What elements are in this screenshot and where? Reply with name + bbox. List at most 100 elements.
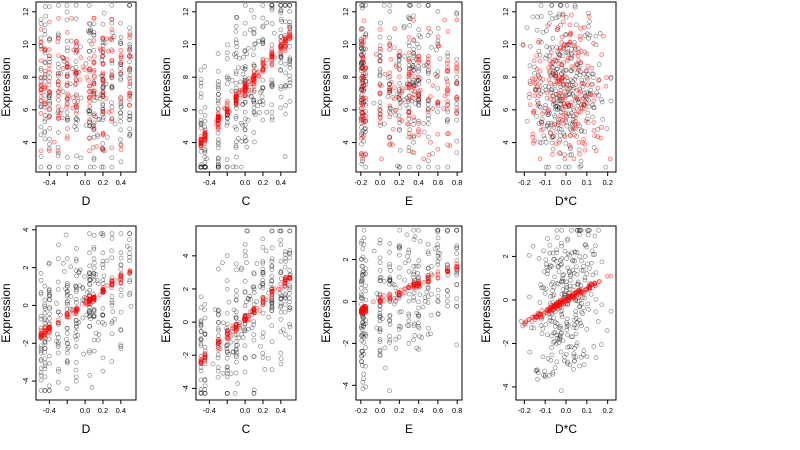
data-point bbox=[416, 258, 422, 263]
data-point bbox=[55, 279, 61, 285]
data-point bbox=[198, 117, 204, 123]
data-point bbox=[42, 85, 48, 91]
data-point bbox=[377, 34, 383, 40]
data-point bbox=[47, 102, 53, 108]
data-point bbox=[118, 104, 124, 110]
data-point bbox=[100, 130, 106, 136]
x-tick-label: -0.4 bbox=[203, 406, 216, 415]
data-point bbox=[282, 61, 288, 67]
data-point bbox=[406, 109, 412, 115]
fitted-points bbox=[358, 17, 460, 162]
data-point bbox=[72, 124, 78, 130]
data-point bbox=[260, 37, 266, 43]
data-point bbox=[109, 331, 115, 337]
data-point bbox=[99, 164, 104, 170]
data-point bbox=[377, 82, 383, 88]
data-point bbox=[88, 27, 93, 33]
data-point bbox=[73, 344, 79, 349]
x-tick-label: -0.2 bbox=[518, 178, 531, 187]
data-point bbox=[109, 83, 115, 89]
data-point bbox=[406, 250, 412, 256]
data-point bbox=[215, 106, 221, 111]
data-point bbox=[94, 95, 100, 100]
data-point bbox=[385, 94, 391, 99]
data-point bbox=[64, 312, 70, 318]
data-point bbox=[363, 345, 368, 350]
data-point bbox=[406, 2, 412, 8]
data-point bbox=[361, 34, 366, 40]
data-point bbox=[56, 53, 61, 59]
data-point bbox=[233, 14, 239, 20]
data-point bbox=[358, 141, 364, 147]
data-point bbox=[536, 93, 541, 99]
data-point bbox=[287, 19, 293, 25]
data-point bbox=[585, 261, 590, 267]
data-point bbox=[547, 242, 553, 248]
data-point bbox=[46, 115, 52, 120]
data-point bbox=[55, 82, 61, 87]
data-point bbox=[127, 132, 133, 137]
data-point bbox=[38, 164, 44, 170]
data-point bbox=[402, 260, 408, 266]
data-point bbox=[278, 44, 284, 50]
data-point bbox=[520, 43, 526, 48]
data-point bbox=[377, 67, 383, 72]
data-point bbox=[582, 147, 588, 153]
data-point bbox=[251, 98, 257, 103]
data-point bbox=[599, 302, 605, 308]
data-point bbox=[421, 156, 427, 162]
data-point bbox=[93, 114, 98, 119]
data-point bbox=[215, 161, 221, 167]
y-axis-title: Expression bbox=[479, 57, 493, 116]
data-point bbox=[198, 164, 204, 170]
fitted-points bbox=[38, 268, 133, 340]
data-point bbox=[426, 54, 431, 59]
data-point bbox=[216, 163, 221, 169]
data-point bbox=[454, 10, 460, 16]
data-point bbox=[100, 108, 106, 114]
data-point bbox=[236, 335, 242, 341]
data-point bbox=[406, 145, 412, 150]
data-point bbox=[55, 33, 61, 38]
data-point bbox=[202, 150, 208, 155]
data-point bbox=[91, 260, 97, 266]
data-point bbox=[202, 352, 208, 357]
data-point bbox=[416, 102, 421, 107]
data-point bbox=[571, 156, 577, 162]
data-point bbox=[242, 279, 248, 284]
data-point bbox=[86, 48, 92, 54]
data-point bbox=[538, 127, 544, 133]
data-point bbox=[269, 117, 275, 123]
data-point bbox=[416, 121, 421, 126]
data-point bbox=[216, 164, 221, 170]
data-point bbox=[79, 301, 85, 307]
data-point bbox=[91, 60, 97, 66]
data-point bbox=[215, 100, 221, 106]
data-point bbox=[562, 156, 568, 162]
x-tick-label: 0.4 bbox=[276, 178, 286, 187]
y-axis-title: Expression bbox=[159, 57, 173, 116]
data-point bbox=[264, 20, 270, 25]
data-point bbox=[198, 67, 204, 73]
data-point bbox=[548, 130, 553, 136]
data-point bbox=[587, 285, 593, 291]
data-point bbox=[210, 361, 216, 367]
data-point bbox=[544, 28, 549, 33]
data-point bbox=[445, 53, 451, 59]
data-point bbox=[127, 68, 132, 74]
data-point bbox=[233, 69, 239, 75]
data-point bbox=[233, 85, 239, 91]
data-point bbox=[263, 248, 269, 254]
data-point bbox=[445, 303, 450, 309]
data-point bbox=[109, 255, 115, 261]
data-point bbox=[425, 331, 431, 337]
data-point bbox=[554, 235, 560, 240]
data-point bbox=[42, 46, 48, 52]
data-point bbox=[233, 325, 239, 331]
data-point bbox=[406, 16, 412, 21]
data-point bbox=[545, 236, 550, 241]
x-tick-label: 0.4 bbox=[116, 406, 126, 415]
data-point bbox=[393, 112, 399, 118]
data-point bbox=[91, 32, 97, 38]
data-point bbox=[397, 81, 402, 86]
